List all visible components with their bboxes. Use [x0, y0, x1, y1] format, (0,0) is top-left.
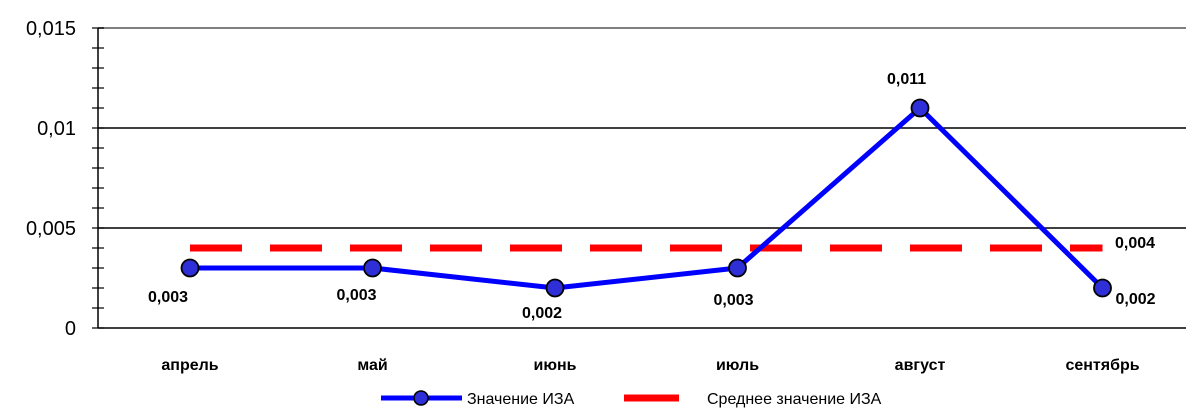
data-label-5: 0,002: [1116, 291, 1156, 308]
data-point-3: [728, 258, 747, 278]
y-tick-label-2: 0,01: [37, 118, 76, 140]
data-label-2: 0,002: [522, 305, 562, 322]
y-tick-label-3: 0,015: [26, 18, 76, 40]
legend-marker-iza: [413, 390, 429, 406]
data-point-1: [363, 258, 382, 278]
x-tick-label-5: сентябрь: [1065, 357, 1139, 374]
data-point-0: [180, 258, 200, 278]
x-tick-label-2: июнь: [534, 357, 577, 374]
x-tick-label-0: апрель: [161, 357, 218, 374]
data-label-4: 0,011: [887, 71, 926, 88]
x-tick-label-3: июль: [716, 357, 759, 374]
data-label-3: 0,003: [714, 292, 754, 309]
legend-label-average: Среднее значение ИЗА: [707, 391, 882, 408]
series-line-iza: [190, 105, 1105, 291]
data-label-0: 0,003: [148, 289, 188, 306]
x-tick-label-1: май: [357, 357, 387, 374]
data-label-1: 0,003: [337, 287, 377, 304]
data-point-2: [545, 278, 565, 298]
legend-label-iza: Значение ИЗА: [467, 391, 575, 408]
average-value-label: 0,004: [1115, 235, 1155, 252]
y-tick-label-1: 0,005: [26, 218, 76, 240]
data-point-4: [910, 98, 930, 118]
x-tick-label-4: август: [895, 357, 946, 374]
data-point-5: [1093, 278, 1112, 298]
y-tick-label-0: 0: [65, 318, 76, 340]
